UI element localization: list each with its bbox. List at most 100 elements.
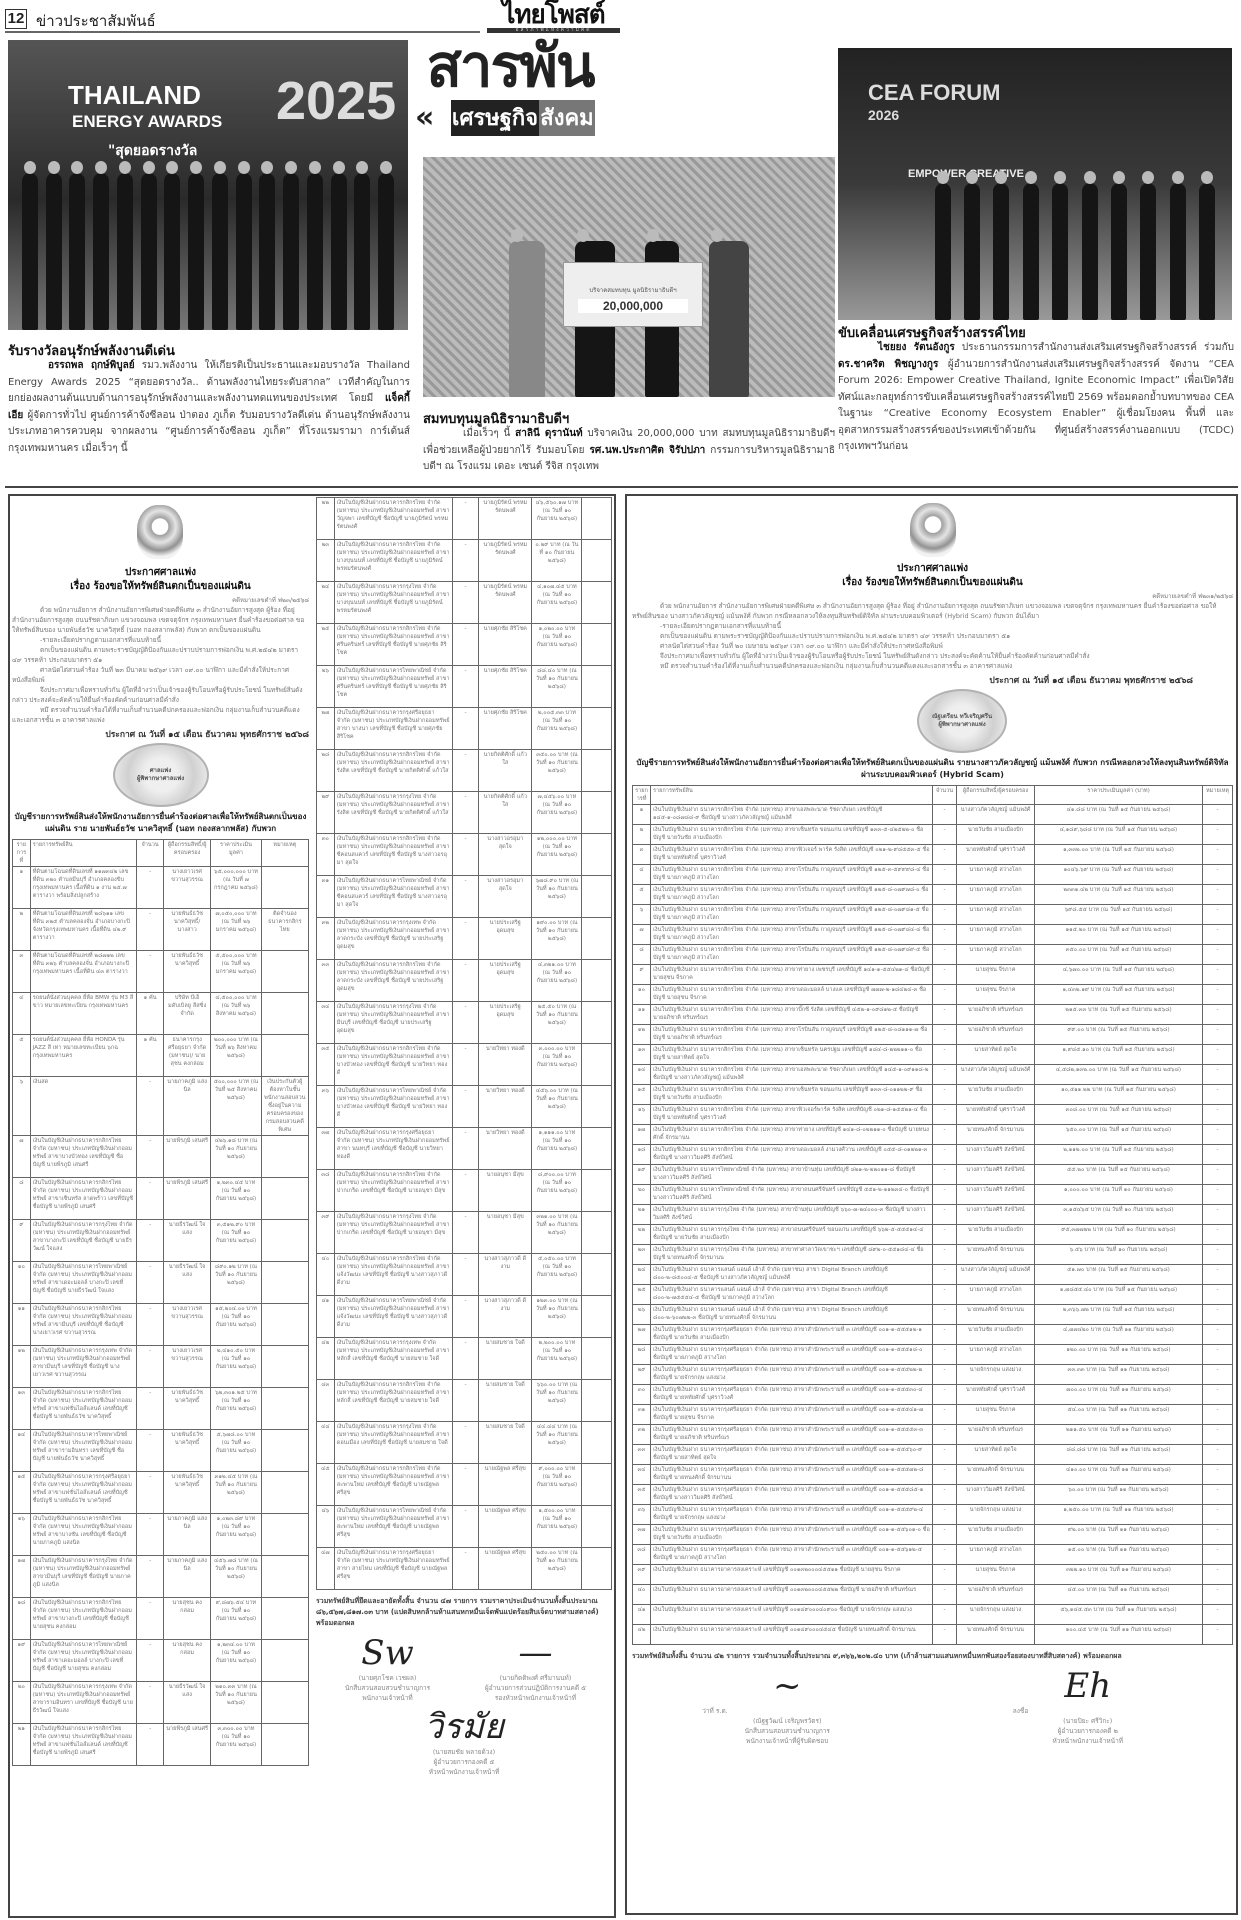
owner: นายสมชาย ใจดี (478, 1421, 533, 1464)
appraised-value: ๕๔.๐๐ บาท (ณ วันที่ ๑๑ กันยายน ๒๕๖๘) (1034, 1404, 1203, 1425)
remark: - (1202, 1564, 1233, 1585)
item-number: ๒ (632, 824, 651, 845)
quantity: - (451, 1463, 480, 1506)
appraised-value: ๔,๗๗๔๒๐ บาท (ณ วันที่ ๑๑ กันยายน ๒๕๖๘) (1034, 1324, 1203, 1345)
owner: นายพีรภูมิ เสนศรี (162, 1723, 212, 1766)
asset-description: เงินในบัญชีเงินฝาก ธนาคารกรุงศรีอยุธยา จ… (650, 1324, 933, 1345)
photo-text: 2025 (276, 71, 397, 131)
stamp-text: ผู้พิพากษาศาลแพ่ง (136, 775, 185, 782)
item-number: ๑๐ (632, 984, 651, 1005)
owner: นายประเสริฐ อุดมสุข (478, 917, 533, 960)
remark: - (1202, 1004, 1233, 1025)
owner: ธนาคารกรุงศรีอยุธยา จำกัด (มหาชน)/ นายสุ… (162, 1034, 212, 1077)
quantity: - (136, 1261, 164, 1304)
table-row: ๔๒ เงินในบัญชีเงินฝากธนาคารกรุงเทพ จำกัด … (316, 1337, 612, 1380)
owner: นางเยาวเรศ ขวานสุวรรณ (162, 866, 212, 909)
asset-description: เงินในบัญชีเงินฝากธนาคารกรุงไทย จำกัด (ม… (333, 791, 453, 834)
story-photo-energy-awards: THAILAND ENERGY AWARDS 2025 "สุดยอดรางวั… (8, 40, 408, 330)
text: บริจาคเงิน 20,000,000 บาท สมทบทุนมูลนิธิ… (423, 428, 835, 456)
remark: - (1202, 1284, 1233, 1305)
remark: - (1202, 1144, 1233, 1165)
remark (260, 1135, 310, 1178)
asset-description: ที่ดินตามโฉนดที่ดินเลขที่ ๒๘๗๑๒ เลขที่ดิ… (29, 950, 138, 993)
asset-description: เงินในบัญชีเงินฝาก ธนาคารกสิกรไทย จำกัด … (650, 824, 933, 845)
item-number: ๓๗ (632, 1524, 651, 1545)
asset-description: เงินในบัญชีเงินฝากธนาคารไทยพาณิชย์ จำกัด… (29, 1261, 138, 1304)
table-row: ๑๓ เงินในบัญชีเงินฝากธนาคารกสิกรไทย จำกัด… (12, 1387, 310, 1430)
remark (581, 917, 612, 960)
remark (260, 1471, 310, 1514)
quantity: - (932, 1364, 957, 1385)
table-header: รายการที่ รายการทรัพย์สิน จำนวน ผู้ถือกรรมส… (632, 785, 1233, 805)
appraised-value: ๒๐๐,๐๐๐ บาท (ณ วันที่ ๒๖ สิงหาคม ๒๕๖๘) (210, 1034, 262, 1077)
item-number: ๗ (632, 924, 651, 945)
asset-description: เงินในบัญชีเงินฝาก ธนาคารไทยพาณิชย์ จำกั… (650, 1184, 933, 1205)
column-header: จำนวน (136, 839, 164, 867)
remark (581, 1463, 612, 1506)
item-number: ๓๓ (316, 959, 335, 1002)
story-body: อรรถพล ฤกษ์พิบูลย์ รมว.พลังงาน ให้เกียรต… (8, 358, 410, 457)
item-number: ๒ (12, 908, 31, 951)
table-row: ๔๐ เงินในบัญชีเงินฝากธนาคารกสิกรไทย จำกัด… (316, 1253, 612, 1296)
asset-description: เงินในบัญชีเงินฝากธนาคารไทยพาณิชย์ จำกัด… (333, 1295, 453, 1338)
remark (581, 959, 612, 1002)
item-number: ๓๑ (316, 875, 335, 918)
item-number: ๓๙ (632, 1564, 651, 1585)
asset-description: เงินในบัญชีเงินฝากธนาคารกสิกรไทย จำกัด (… (29, 1513, 138, 1556)
remark (581, 791, 612, 834)
owner: นายหทัยศักดิ์ บุศราวิวงศ์ (956, 844, 1035, 865)
asset-description: เงินในบัญชีเงินฝาก ธนาคารอาคารสงเคราะห์ … (650, 1584, 933, 1605)
quantity: - (932, 1484, 957, 1505)
appraised-value: ๙,๐๐๐.๐๐ บาท (ณ วันที่ ๑๐ กันยายน ๒๕๖๘) (531, 1463, 583, 1506)
signer-position: นักสืบสวนสอบสวนชำนาญการ (344, 1684, 431, 1692)
remark (260, 1723, 310, 1766)
quantity: - (136, 866, 164, 909)
appraised-value: ๘๘.๔๐ บาท (ณ วันที่ ๑๐ กันยายน ๒๕๖๘) (531, 665, 583, 708)
signature: Eh (1064, 1666, 1112, 1706)
story-body: ไชยยง รัตนอังกูร ประธานกรรมการสำนักงานส่… (838, 340, 1234, 456)
column-header: ผู้ถือกรรมสิทธิ์/ผู้ครอบครอง (162, 839, 212, 867)
table-row: ๒๗ เงินในบัญชีเงินฝาก ธนาคารกรุงศรีอยุธยา… (632, 1324, 1233, 1345)
story-body: เมื่อเร็วๆ นี้ สาลินี ดุรานันท์ บริจาคเง… (423, 426, 835, 476)
item-number: ๑๒ (632, 1024, 651, 1045)
asset-description: เงินในบัญชีเงินฝาก ธนาคารอาคารสงเคราะห์ … (650, 1624, 933, 1645)
asset-description: เงินในบัญชีเงินฝาก ธนาคารกสิกรไทย จำกัด … (650, 804, 933, 825)
remark: - (1202, 1264, 1233, 1285)
quantity: - (932, 1444, 957, 1465)
owner: นายอภิชาติ หรินทร์ณร (956, 1424, 1035, 1445)
item-number: ๑๕ (632, 1084, 651, 1105)
owner: นายทนงศักดิ์ จักรมานน (956, 1244, 1035, 1265)
table-row: ๑๖ เงินในบัญชีเงินฝากธนาคารกสิกรไทย จำกัด… (12, 1513, 310, 1556)
owner: นายณัฐพล ศรีสุข (478, 1547, 533, 1590)
quantity: - (932, 1244, 957, 1265)
table-row: ๓๕ เงินในบัญชีเงินฝาก ธนาคารกรุงศรีอยุธยา… (632, 1484, 1233, 1505)
quantity: - (451, 1505, 480, 1548)
appraised-value: ๗,๔๕๖.๐๐ บาท (ณ วันที่ ๑๐ กันยายน ๒๕๖๘) (531, 791, 583, 834)
appraised-value: ๓,๑๕๔๖๕ บาท (ณ วันที่ ๑๐ กันยายน ๒๕๖๘) (1034, 1204, 1203, 1225)
table-row: ๔๗ เงินในบัญชีเงินฝากธนาคารกรุงศรีอยุธยา … (316, 1547, 612, 1590)
notice-paragraph: -รายละเอียดปรากฏตามเอกสารที่แนบท้ายนี้ (40, 636, 162, 644)
column-header: ราคาประเมินมูลค่า (210, 839, 262, 867)
table-row: ๔๒ เงินในบัญชีเงินฝาก ธนาคารอาคารสงเคราะห… (632, 1624, 1233, 1645)
quantity: - (932, 1464, 957, 1485)
quantity: - (451, 749, 480, 792)
notice-body: ด้วย พนักงานอัยการ สำนักงานอัยการพิเศษฝ่… (632, 601, 1233, 671)
quantity: - (451, 1043, 480, 1086)
court-notice-right (625, 494, 1238, 1915)
table-row: ๑๘ เงินในบัญชีเงินฝาก ธนาคารกสิกรไทย จำกั… (632, 1144, 1233, 1165)
table-header: รายการที่ รายการทรัพย์สิน จำนวน ผู้ถือกรรมส… (12, 839, 310, 867)
remark: - (1202, 1104, 1233, 1125)
asset-description: เงินในบัญชีเงินฝาก ธนาคารกรุงไทย จำกัด (… (650, 1224, 933, 1245)
remark (581, 1295, 612, 1338)
remark (581, 1379, 612, 1422)
appraised-value: ๒,๓๖๖.๗๒ บาท (ณ วันที่ ๑๕ กันยายน ๒๕๖๘) (1034, 1304, 1203, 1325)
court-seal-stamp: ศาลแพ่ง ผู้พิพากษาศาลแพ่ง (112, 743, 209, 807)
table-row: ๓๘ เงินในบัญชีเงินฝาก ธนาคารกรุงศรีอยุธยา… (632, 1544, 1233, 1565)
remark (260, 1429, 310, 1472)
remark (581, 1337, 612, 1380)
appraised-value: ๔,๑๐๗.๔๕ บาท (ณ วันที่ ๑๐ กันยายน ๒๕๖๘) (531, 581, 583, 624)
group-of-people (838, 168, 1232, 320)
appraised-value: ๒,๒๐๐.๐๐ บาท (ณ วันที่ ๑๐ กันยายน ๒๕๖๘) (531, 1337, 583, 1380)
person-name: ดร.ชาคริต พิชญางกูร (838, 358, 939, 370)
owner: นายพันธ์ธวัช นาควิสุทธิ์ (162, 1387, 212, 1430)
